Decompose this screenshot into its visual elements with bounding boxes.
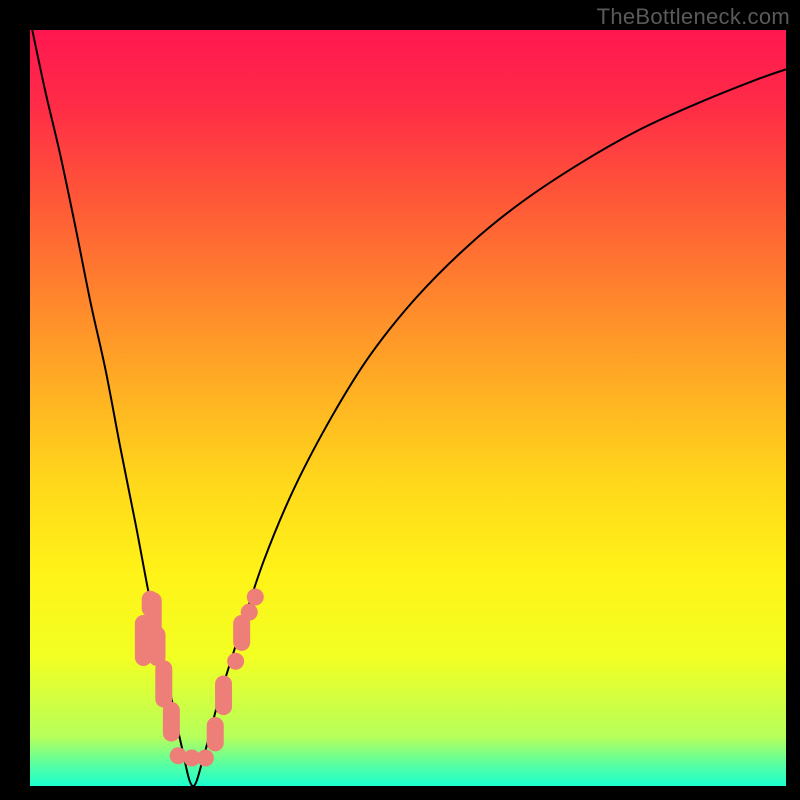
watermark-text: TheBottleneck.com (597, 4, 790, 30)
data-marker (247, 589, 264, 606)
data-marker (155, 660, 172, 707)
data-marker (215, 675, 232, 715)
bottleneck-chart (0, 0, 800, 800)
data-marker (241, 604, 258, 621)
data-marker (197, 750, 214, 767)
data-marker (163, 702, 180, 742)
plot-background (30, 30, 786, 786)
chart-container: TheBottleneck.com (0, 0, 800, 800)
data-marker (207, 717, 224, 751)
data-marker (149, 626, 166, 666)
data-marker (227, 653, 244, 670)
